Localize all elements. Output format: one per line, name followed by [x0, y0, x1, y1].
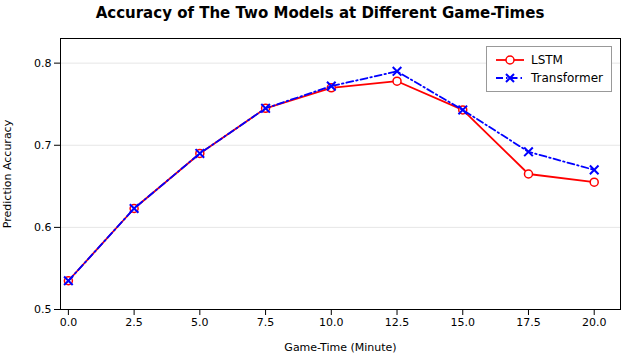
svg-text:0.6: 0.6 — [34, 221, 52, 234]
html-text:Accuracy of The Two Models at: Accuracy of The Two Models at Different … — [95, 4, 545, 22]
svg-text:0.7: 0.7 — [34, 139, 52, 152]
html-text:LSTM: LSTM — [531, 53, 563, 67]
svg-text:17.5: 17.5 — [516, 316, 541, 329]
svg-text:15.0: 15.0 — [451, 316, 476, 329]
svg-text:Prediction Accuracy: Prediction Accuracy — [1, 119, 14, 228]
svg-text:10.0: 10.0 — [319, 316, 344, 329]
svg-text:0.5: 0.5 — [34, 303, 52, 316]
svg-text:5.0: 5.0 — [191, 316, 209, 329]
svg-text:2.5: 2.5 — [125, 316, 143, 329]
svg-text:0.0: 0.0 — [60, 316, 78, 329]
svg-text:7.5: 7.5 — [257, 316, 275, 329]
svg-text:12.5: 12.5 — [385, 316, 410, 329]
svg-text:Game-Time (Minute): Game-Time (Minute) — [284, 341, 396, 353]
svg-text:20.0: 20.0 — [582, 316, 607, 329]
svg-text:0.8: 0.8 — [34, 57, 52, 70]
html-text:Transformer: Transformer — [531, 71, 603, 85]
